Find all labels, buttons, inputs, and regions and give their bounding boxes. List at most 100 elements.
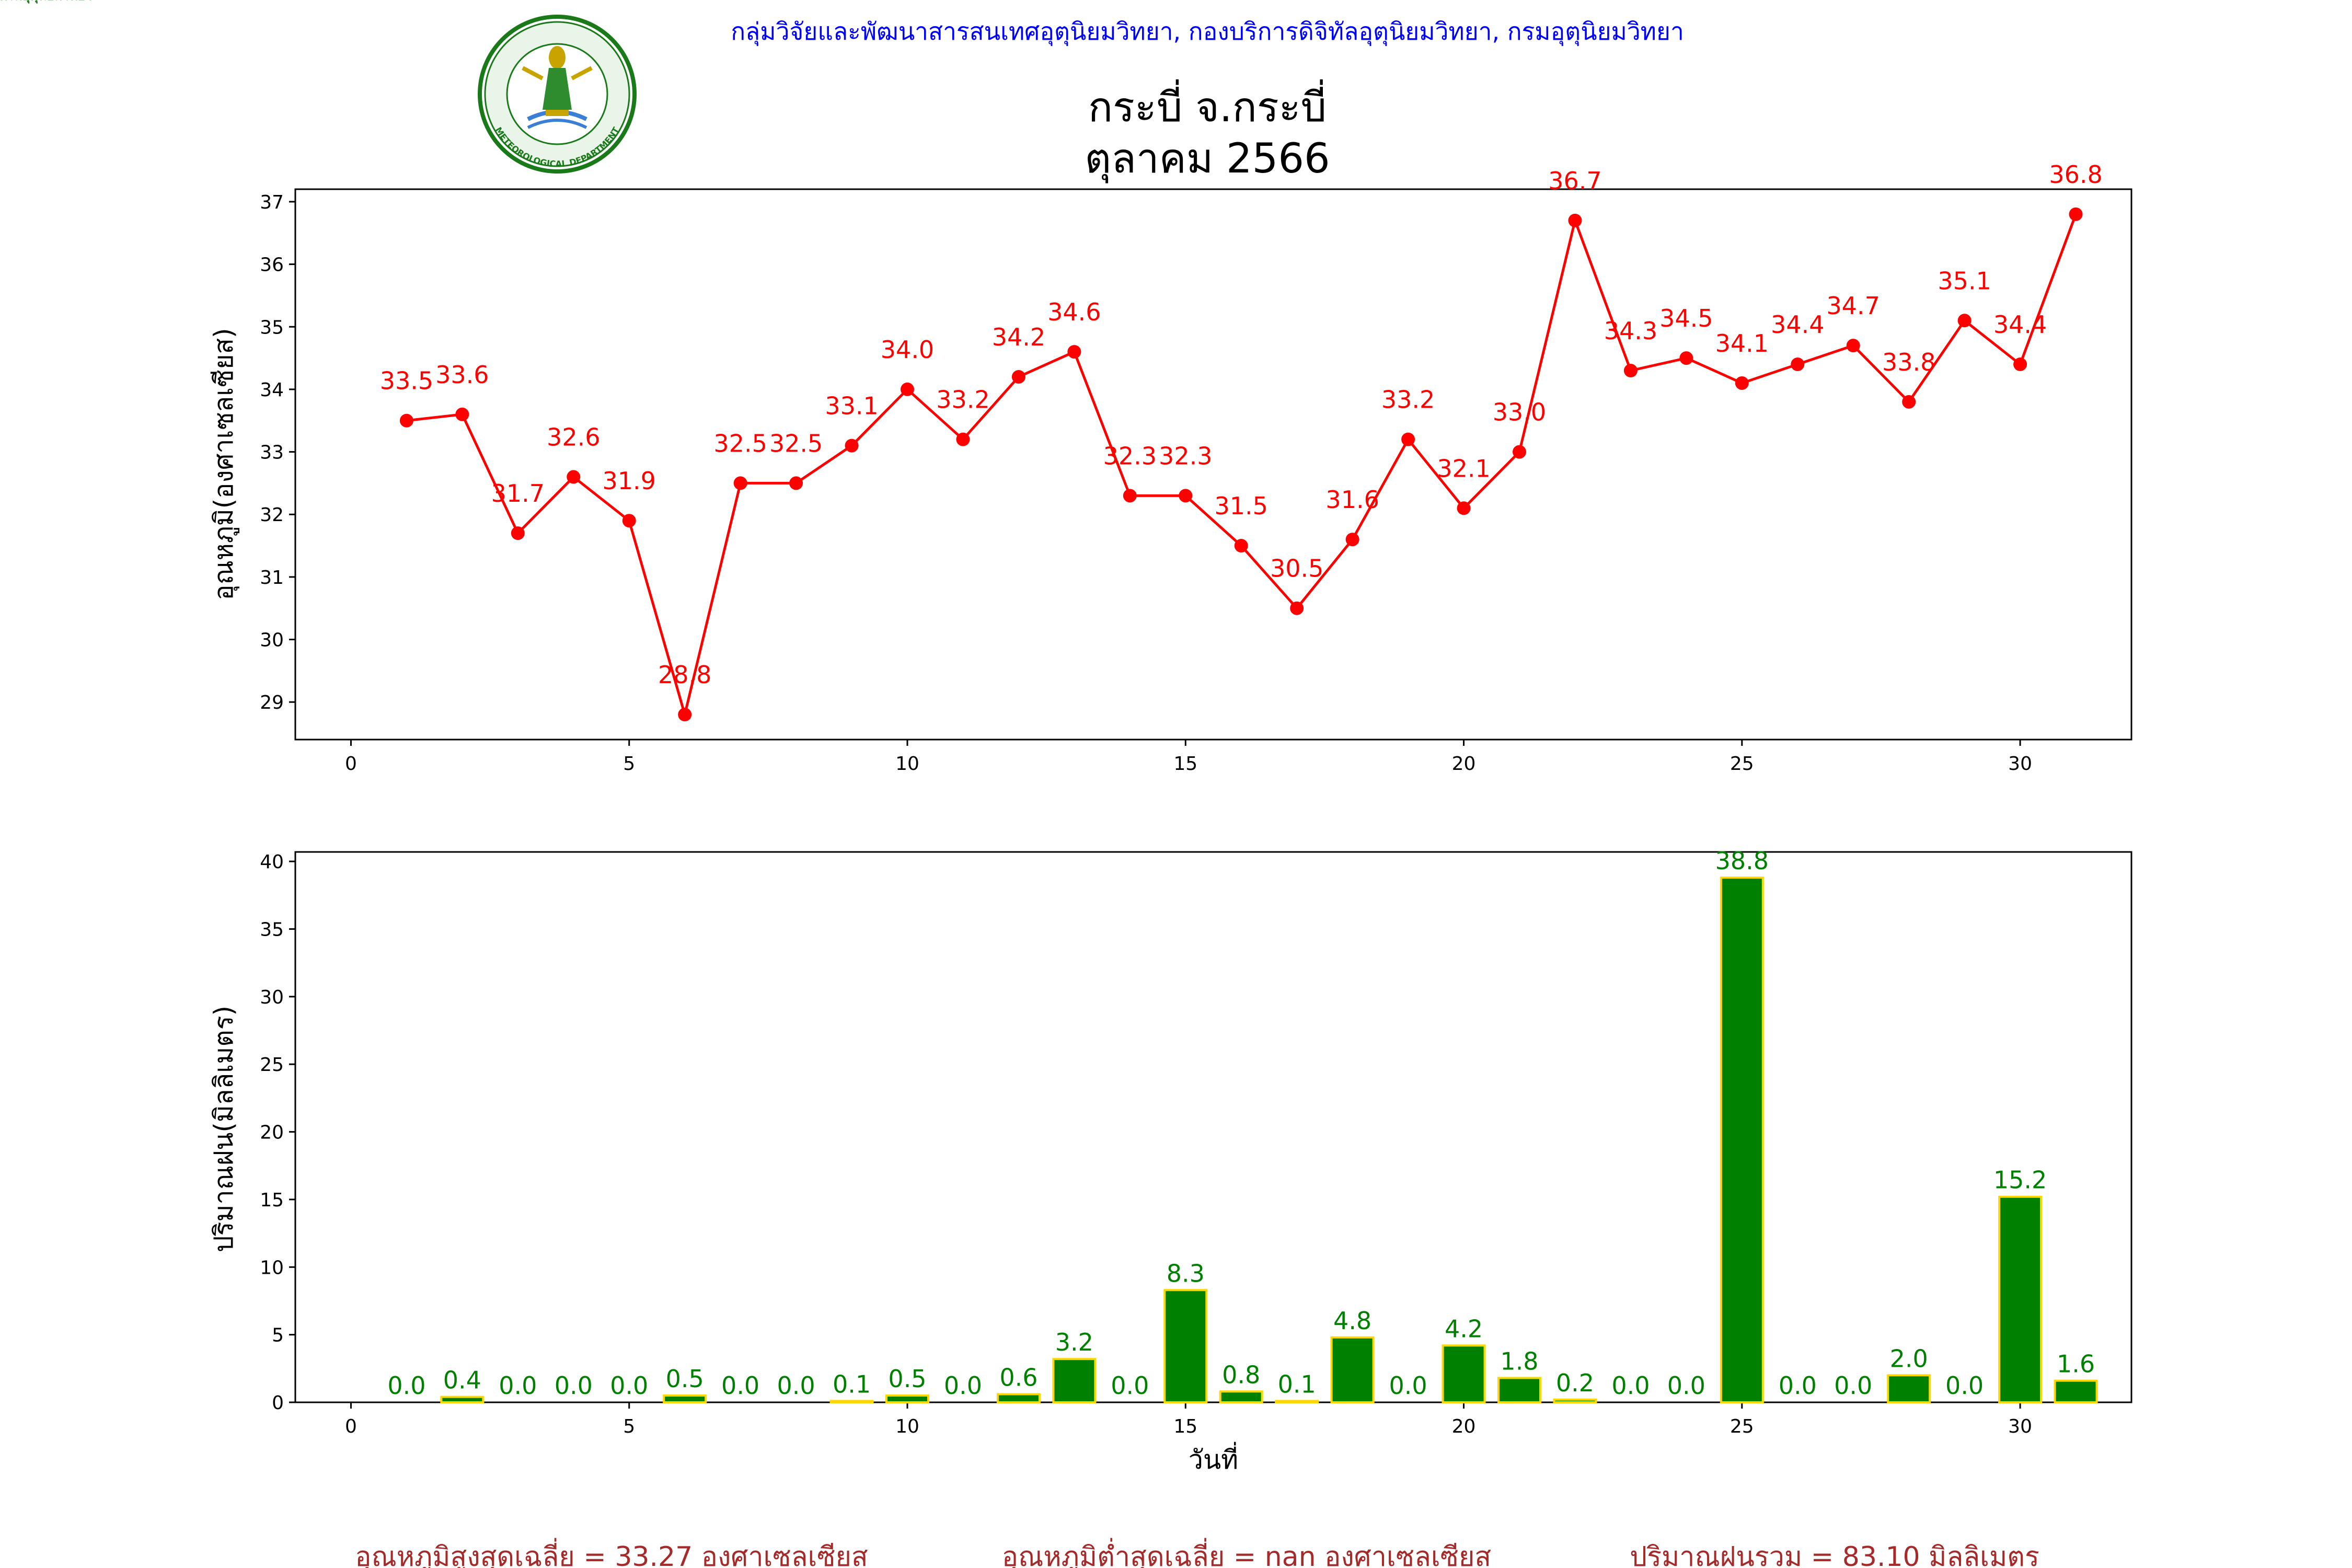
rainfall-data-label: 0.0 <box>1611 1371 1650 1400</box>
temperature-point <box>1179 489 1193 503</box>
temperature-point <box>1513 445 1526 459</box>
temp-y-tick-label: 30 <box>260 630 284 651</box>
rainfall-data-label: 0.5 <box>666 1365 704 1393</box>
total-rain-text: ปริมาณฝนรวม = 83.10 มิลลิเมตร <box>1630 1541 2039 1568</box>
rainfall-bar <box>1553 1398 1597 1403</box>
rainfall-data-label: 15.2 <box>1993 1166 2047 1194</box>
temperature-point <box>1290 601 1304 615</box>
temperature-data-label: 35.1 <box>1938 267 1991 295</box>
temp-y-axis-label: อุณหภูมิ(องศาเซลเซียส) <box>209 328 239 600</box>
rain-y-tick-label: 25 <box>260 1054 284 1076</box>
temperature-point <box>1791 358 1805 372</box>
temperature-data-label: 34.4 <box>1993 310 2047 339</box>
temperature-data-label: 34.2 <box>992 323 1045 351</box>
temperature-point <box>1846 339 1860 353</box>
temperature-point <box>845 439 859 453</box>
temperature-point <box>455 407 469 421</box>
temperature-data-label: 30.5 <box>1270 555 1323 583</box>
org-line: กลุ่มวิจัยและพัฒนาสารสนเทศอุตุนิยมวิทยา,… <box>731 17 1684 47</box>
rainfall-data-label: 4.2 <box>1445 1315 1483 1343</box>
temperature-point <box>1568 213 1582 227</box>
rainfall-data-label: 0.6 <box>999 1363 1037 1391</box>
rain-y-tick-label: 35 <box>260 919 284 940</box>
temperature-data-label: 31.5 <box>1215 492 1268 520</box>
avg-min-temp-text: อุณหภูมิต่ำสุดเฉลี่ย = nan องศาเซลเซียส <box>1002 1538 1491 1568</box>
temperature-point <box>1457 501 1471 515</box>
temperature-point <box>511 526 525 540</box>
rainfall-data-label: 1.8 <box>1500 1347 1538 1375</box>
rainfall-data-label: 0.0 <box>1667 1371 1705 1400</box>
rain-y-tick-label: 30 <box>260 987 284 1008</box>
rainfall-data-label: 3.2 <box>1055 1328 1093 1356</box>
rainfall-bar <box>1497 1377 1541 1403</box>
rainfall-data-label: 0.8 <box>1222 1361 1260 1389</box>
temperature-point <box>678 708 692 722</box>
rain-x-tick-label: 0 <box>345 1416 357 1437</box>
temperature-data-label: 33.1 <box>825 392 878 420</box>
temp-y-tick-label: 37 <box>260 192 284 213</box>
rain-x-tick-label: 30 <box>2008 1416 2032 1437</box>
temperature-data-label: 33.6 <box>435 361 489 389</box>
temperature-data-label: 36.7 <box>1548 167 1601 195</box>
logo-figure-icon <box>522 46 593 129</box>
rainfall-bar <box>663 1394 707 1404</box>
temperature-point <box>956 432 970 446</box>
temperature-data-label: 32.6 <box>547 423 600 451</box>
temperature-data-label: 34.0 <box>881 336 934 364</box>
temperature-point <box>901 382 914 396</box>
chart-title: กระบี่ จ.กระบี่ <box>1088 79 1327 131</box>
rainfall-data-label: 1.6 <box>2057 1350 2095 1378</box>
temperature-point <box>1679 351 1693 365</box>
rain-y-tick-label: 10 <box>260 1257 284 1278</box>
temp-y-tick-label: 35 <box>260 317 284 338</box>
rain-y-tick-label: 40 <box>260 851 284 873</box>
temperature-point <box>2013 358 2027 372</box>
rain-x-tick-label: 25 <box>1730 1416 1754 1437</box>
rainfall-data-label: 4.8 <box>1333 1307 1371 1335</box>
rainfall-data-label: 0.1 <box>833 1370 871 1398</box>
temperature-data-label: 34.3 <box>1604 317 1657 345</box>
temperature-point <box>1234 539 1248 553</box>
rainfall-chart: 0 5 10 15 20 25 30 0 5 10 15 20 25 30 35 40 ปริมาณฝน(มิล… <box>209 847 2132 1475</box>
rainfall-data-label: 2.0 <box>1890 1344 1928 1373</box>
rainfall-bar <box>1163 1289 1208 1404</box>
rainfall-data-label: 0.0 <box>387 1371 425 1400</box>
rainfall-data-label: 38.8 <box>1715 847 1769 875</box>
rainfall-data-label: 0.2 <box>1556 1369 1594 1397</box>
rainfall-data-label: 0.0 <box>610 1371 648 1400</box>
temp-x-tick-label: 20 <box>1452 753 1476 775</box>
temperature-point <box>399 413 413 428</box>
temperature-data-label: 34.6 <box>1047 298 1101 326</box>
temp-y-tick-label: 36 <box>260 255 284 276</box>
temperature-data-label: 33.5 <box>380 367 433 395</box>
temperature-point <box>733 476 747 490</box>
rainfall-bar <box>1887 1374 1931 1404</box>
rainfall-bar <box>440 1396 485 1404</box>
rainfall-data-label: 0.0 <box>1111 1371 1149 1400</box>
temp-plot-frame <box>294 188 2132 741</box>
meteorological-department-logo: กรมอุตุนิยมวิทยา METEOROLOGICAL DEPARTME… <box>0 0 637 174</box>
rain-x-tick-label: 10 <box>895 1416 919 1437</box>
temperature-point <box>1123 489 1137 503</box>
temperature-data-label: 34.7 <box>1827 292 1880 320</box>
temperature-chart: 0 5 10 15 20 25 30 29 30 31 32 33 34 35 36 37 อุณหภูมิ(อ… <box>209 160 2132 775</box>
temperature-point <box>789 476 803 490</box>
chart-subtitle: ตุลาคม 2566 <box>1085 135 1330 183</box>
logo-top-text: กรมอุตุนิยมวิทยา <box>0 0 92 4</box>
temperature-data-label: 33.2 <box>1381 386 1435 414</box>
temp-x-tick-label: 15 <box>1173 753 1197 775</box>
rainfall-data-label: 0.0 <box>555 1371 593 1400</box>
temp-y-tick-label: 31 <box>260 567 284 589</box>
rain-y-tick-label: 15 <box>260 1190 284 1211</box>
rain-x-tick-label: 5 <box>623 1416 635 1437</box>
temperature-data-label: 36.8 <box>2049 160 2102 189</box>
temp-x-tick-label: 5 <box>623 753 635 775</box>
rainfall-data-label: 0.0 <box>499 1371 537 1400</box>
temperature-data-label: 33.8 <box>1882 348 1935 376</box>
temperature-data-label: 31.6 <box>1325 486 1379 514</box>
temp-y-tick-label: 32 <box>260 504 284 526</box>
rain-x-tick-label: 15 <box>1173 1416 1197 1437</box>
rain-y-tick-label: 5 <box>272 1325 284 1346</box>
temperature-data-label: 31.9 <box>603 467 656 495</box>
rainfall-data-label: 0.0 <box>1389 1371 1427 1400</box>
